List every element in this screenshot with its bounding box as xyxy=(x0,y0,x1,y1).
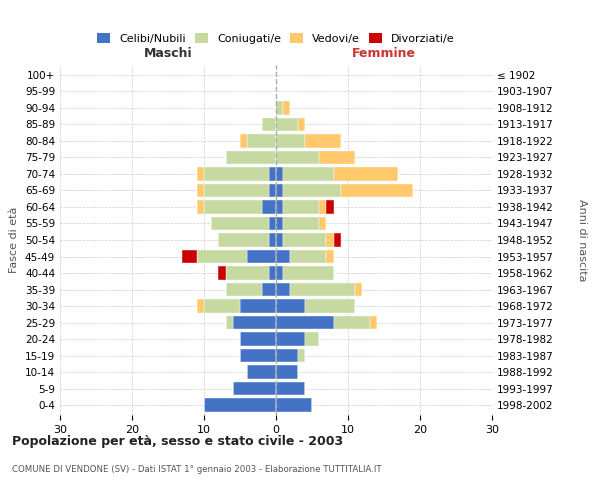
Bar xyxy=(262,118,276,131)
Bar xyxy=(283,266,334,280)
Bar xyxy=(276,118,298,131)
Bar xyxy=(269,233,276,247)
Bar xyxy=(334,167,398,180)
Bar xyxy=(240,332,276,346)
Bar xyxy=(276,382,305,396)
Bar xyxy=(240,134,247,147)
Bar xyxy=(197,184,204,197)
Bar xyxy=(298,118,305,131)
Bar xyxy=(276,332,305,346)
Bar xyxy=(319,200,326,214)
Bar xyxy=(269,184,276,197)
Bar xyxy=(305,300,355,313)
Bar xyxy=(305,332,319,346)
Bar xyxy=(197,250,247,264)
Bar xyxy=(334,233,341,247)
Bar xyxy=(283,233,326,247)
Bar xyxy=(283,216,319,230)
Bar xyxy=(283,167,334,180)
Bar xyxy=(276,300,305,313)
Bar xyxy=(276,316,334,330)
Bar xyxy=(276,266,283,280)
Text: Femmine: Femmine xyxy=(352,47,416,60)
Bar xyxy=(355,283,362,296)
Bar xyxy=(276,216,283,230)
Bar xyxy=(262,283,276,296)
Bar xyxy=(226,283,262,296)
Bar xyxy=(283,200,319,214)
Bar xyxy=(197,167,204,180)
Bar xyxy=(326,233,334,247)
Bar xyxy=(204,184,269,197)
Bar xyxy=(319,150,355,164)
Bar xyxy=(182,250,197,264)
Bar xyxy=(290,283,355,296)
Text: Anni di nascita: Anni di nascita xyxy=(577,198,587,281)
Bar xyxy=(226,316,233,330)
Bar xyxy=(276,167,283,180)
Bar xyxy=(233,316,276,330)
Bar xyxy=(319,216,326,230)
Bar xyxy=(247,250,276,264)
Bar xyxy=(283,184,341,197)
Bar xyxy=(370,316,377,330)
Bar xyxy=(262,200,276,214)
Text: Maschi: Maschi xyxy=(143,47,193,60)
Bar xyxy=(269,216,276,230)
Bar xyxy=(247,366,276,379)
Bar xyxy=(276,134,305,147)
Bar xyxy=(269,167,276,180)
Bar xyxy=(283,101,290,114)
Bar xyxy=(211,216,269,230)
Bar xyxy=(276,349,298,362)
Bar xyxy=(290,250,326,264)
Text: COMUNE DI VENDONE (SV) - Dati ISTAT 1° gennaio 2003 - Elaborazione TUTTITALIA.IT: COMUNE DI VENDONE (SV) - Dati ISTAT 1° g… xyxy=(12,465,382,474)
Bar xyxy=(218,233,269,247)
Bar xyxy=(233,382,276,396)
Bar xyxy=(276,283,290,296)
Bar xyxy=(276,184,283,197)
Bar xyxy=(326,250,334,264)
Text: Popolazione per età, sesso e stato civile - 2003: Popolazione per età, sesso e stato civil… xyxy=(12,435,343,448)
Bar xyxy=(204,398,276,412)
Bar xyxy=(226,150,276,164)
Y-axis label: Fasce di età: Fasce di età xyxy=(10,207,19,273)
Bar xyxy=(204,200,262,214)
Bar xyxy=(226,266,269,280)
Bar xyxy=(326,200,334,214)
Bar xyxy=(240,300,276,313)
Bar xyxy=(218,266,226,280)
Bar xyxy=(334,316,370,330)
Bar xyxy=(197,300,204,313)
Bar xyxy=(276,200,283,214)
Bar xyxy=(276,250,290,264)
Bar xyxy=(276,101,283,114)
Bar xyxy=(276,150,319,164)
Bar xyxy=(298,349,305,362)
Bar xyxy=(305,134,341,147)
Bar xyxy=(341,184,413,197)
Bar xyxy=(247,134,276,147)
Bar xyxy=(240,349,276,362)
Legend: Celibi/Nubili, Coniugati/e, Vedovi/e, Divorziati/e: Celibi/Nubili, Coniugati/e, Vedovi/e, Di… xyxy=(93,28,459,48)
Bar xyxy=(276,398,312,412)
Bar xyxy=(269,266,276,280)
Bar xyxy=(276,233,283,247)
Bar xyxy=(276,366,298,379)
Bar xyxy=(204,167,269,180)
Bar xyxy=(197,200,204,214)
Bar xyxy=(204,300,240,313)
